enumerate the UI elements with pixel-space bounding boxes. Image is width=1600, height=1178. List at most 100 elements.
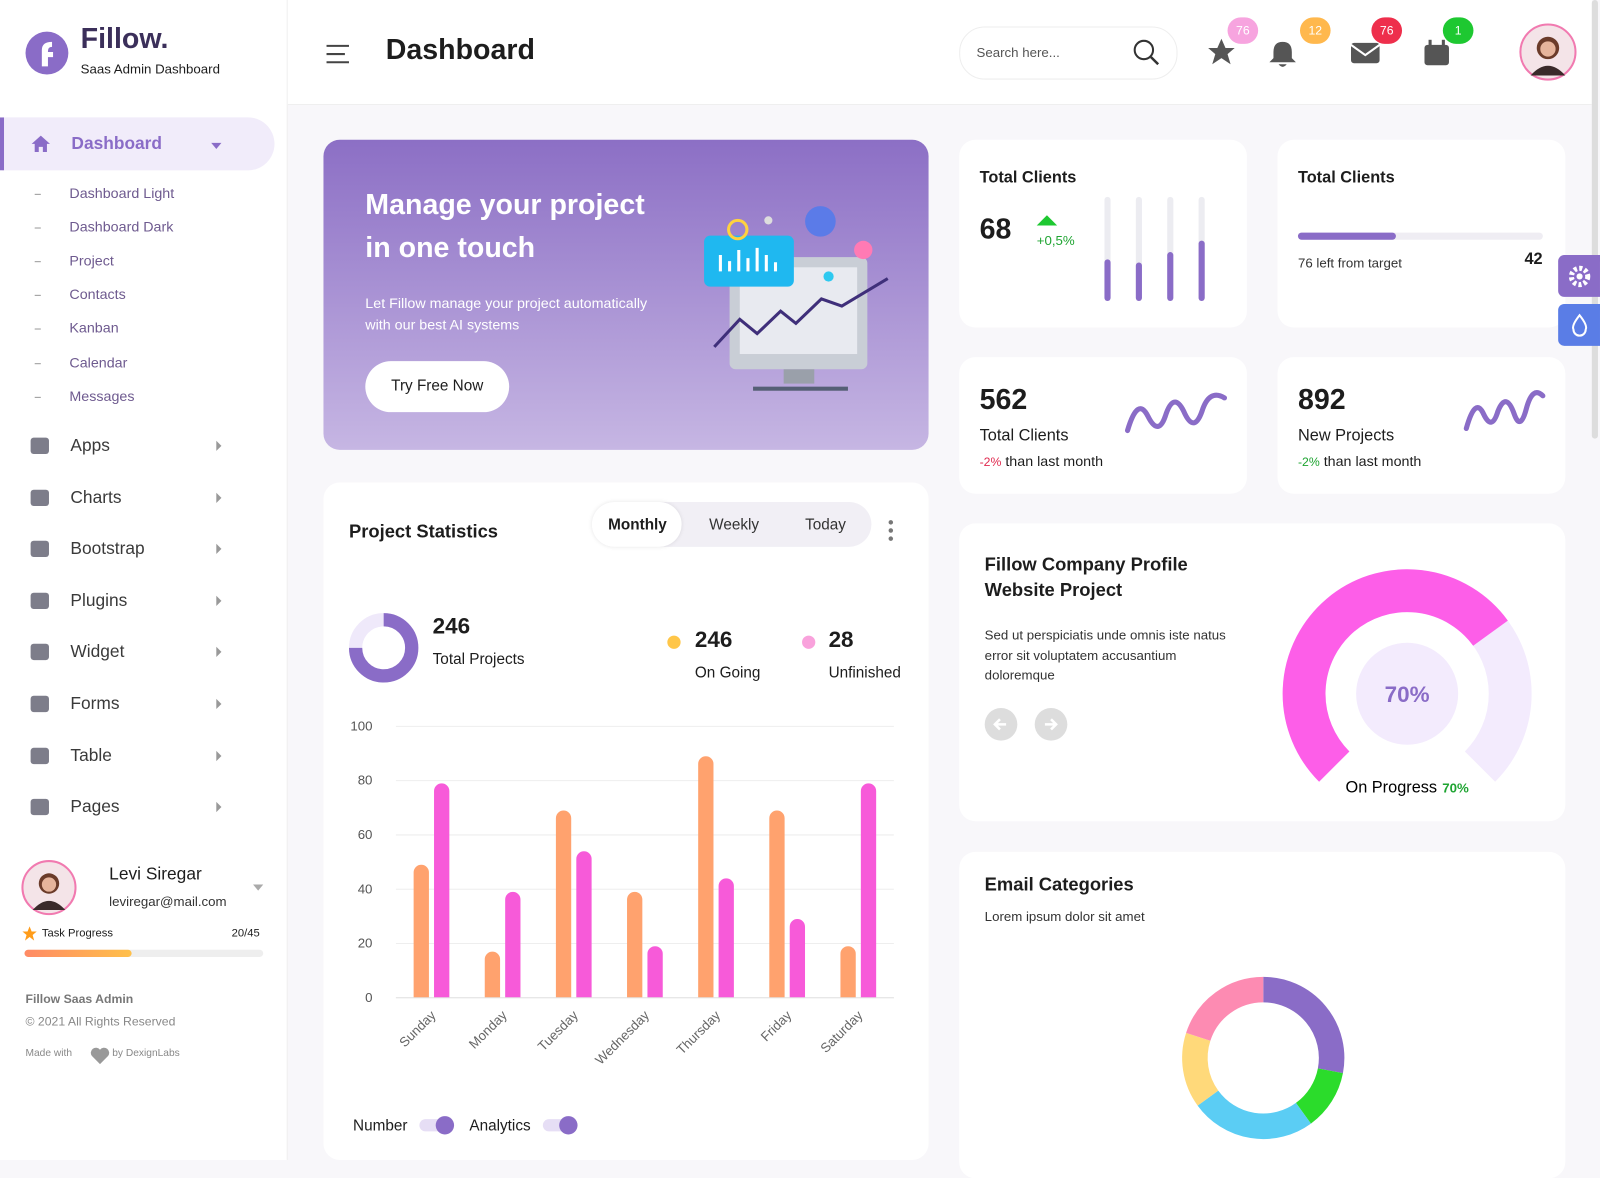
projects-ring xyxy=(348,613,419,683)
card-text: Sed ut perspiciatis unde omnis iste natu… xyxy=(984,627,1226,683)
menu-icon xyxy=(30,695,49,713)
card-title: Total Clients xyxy=(979,169,1077,187)
menu-arrow xyxy=(216,440,222,451)
unfinished-dot xyxy=(802,635,816,649)
bar xyxy=(505,891,521,998)
stat-change-line: -2% than last month xyxy=(980,453,1103,469)
submenu-item[interactable]: Dashboard Dark xyxy=(69,218,174,235)
gauge-value xyxy=(1282,569,1508,782)
menu-item[interactable]: Forms xyxy=(70,693,120,714)
gauge-center xyxy=(1356,642,1459,745)
target-fill xyxy=(1297,232,1396,240)
sparkline xyxy=(1463,390,1546,432)
scrollbar[interactable] xyxy=(1591,0,1598,439)
menu-item[interactable]: Plugins xyxy=(70,590,128,610)
card-title: Total Clients xyxy=(1297,169,1395,187)
x-tick-label: Thursday xyxy=(674,1007,724,1057)
heart-icon xyxy=(90,1047,110,1065)
submenu-item[interactable]: Messages xyxy=(69,387,135,404)
gauge-caption-text: On Progress xyxy=(1346,779,1438,797)
submenu-item[interactable]: Dashboard Light xyxy=(69,184,175,201)
bar xyxy=(576,851,592,998)
menu-icon xyxy=(30,437,49,454)
user-email: leviregar@mail.com xyxy=(109,893,227,909)
submenu-item[interactable]: Contacts xyxy=(69,285,126,303)
menu-item[interactable]: Charts xyxy=(70,487,122,507)
stat-value: 892 xyxy=(1297,383,1346,416)
y-tick-label: 40 xyxy=(358,881,373,896)
bar xyxy=(1167,252,1174,301)
hamburger[interactable] xyxy=(324,43,351,65)
header-avatar[interactable] xyxy=(1518,22,1577,81)
gear-icon xyxy=(1568,265,1591,288)
badge: 76 xyxy=(1227,17,1259,44)
task-fill xyxy=(24,949,132,957)
search-icon[interactable] xyxy=(1131,37,1162,68)
stat-label: New Projects xyxy=(1297,427,1395,445)
x-tick-label: Friday xyxy=(758,1007,795,1044)
theme-button[interactable] xyxy=(1558,304,1600,346)
gauge-caption-value: 70% xyxy=(1442,781,1469,796)
bar xyxy=(860,783,877,998)
tab[interactable]: Today xyxy=(805,516,846,534)
card-value: 68 xyxy=(979,213,1012,245)
menu-arrow xyxy=(216,647,222,658)
badge: 12 xyxy=(1299,17,1331,44)
stat-value: 562 xyxy=(979,383,1028,416)
search-box[interactable] xyxy=(959,26,1178,80)
up-arrow xyxy=(1036,215,1058,226)
user-name: Levi Siregar xyxy=(109,864,202,884)
footer-made: Made with xyxy=(25,1047,73,1059)
bar xyxy=(840,946,856,998)
tagline: Saas Admin Dashboard xyxy=(80,61,220,77)
x-tick-label: Monday xyxy=(466,1007,510,1051)
banner-title: Manage your project in one touch xyxy=(365,188,645,264)
more-menu[interactable] xyxy=(886,518,896,545)
menu-item[interactable]: Widget xyxy=(70,642,125,662)
menu-item[interactable]: Table xyxy=(70,745,112,765)
submenu-item[interactable]: Project xyxy=(69,252,114,269)
toggle-knob[interactable] xyxy=(435,1116,455,1135)
submenu-item[interactable]: Kanban xyxy=(69,319,119,337)
donut-segment xyxy=(1197,1090,1311,1139)
menu-item[interactable]: Pages xyxy=(70,796,120,817)
task-track xyxy=(24,949,264,957)
stat-suffix: than last month xyxy=(1323,452,1422,470)
y-tick-label: 60 xyxy=(358,827,373,842)
menu-icon xyxy=(30,489,49,506)
bar xyxy=(789,919,806,998)
header-icons[interactable] xyxy=(1206,37,1461,70)
user-caret[interactable] xyxy=(253,884,264,891)
menu-arrow xyxy=(216,750,222,761)
tab-active xyxy=(591,501,682,547)
menu-arrow xyxy=(216,543,222,555)
banner-illustration xyxy=(704,206,889,391)
menu-arrow xyxy=(216,492,222,503)
tab[interactable]: Monthly xyxy=(608,516,667,534)
tab[interactable]: Weekly xyxy=(709,516,760,534)
stat-change-line: -2% than last month xyxy=(1298,453,1421,469)
menu-item[interactable]: Apps xyxy=(70,435,110,456)
toggle-label: Number xyxy=(353,1117,408,1135)
banner-text: Let Fillow manage your project automatic… xyxy=(365,294,648,333)
bar xyxy=(1198,240,1205,301)
unfinished-label: Unfinished xyxy=(828,664,901,682)
menu-icon xyxy=(30,799,49,816)
submenu-item[interactable]: Calendar xyxy=(69,353,128,370)
total-projects: 246 xyxy=(432,613,471,639)
banner-button[interactable]: Try Free Now xyxy=(365,361,510,413)
donut-segment xyxy=(1186,976,1264,1042)
toggle-knob[interactable] xyxy=(559,1116,578,1135)
target-track xyxy=(1297,232,1543,240)
donut-segment xyxy=(1262,976,1345,1074)
carousel-buttons[interactable] xyxy=(984,707,1070,742)
user-avatar xyxy=(21,860,77,916)
menu-icon xyxy=(30,644,49,661)
ongoing-dot xyxy=(667,635,681,649)
card-title: Email Categories xyxy=(984,874,1134,895)
target-value: 42 xyxy=(1524,250,1543,269)
menu-item[interactable]: Dashboard xyxy=(71,133,163,154)
menu-item[interactable]: Bootstrap xyxy=(70,538,145,559)
